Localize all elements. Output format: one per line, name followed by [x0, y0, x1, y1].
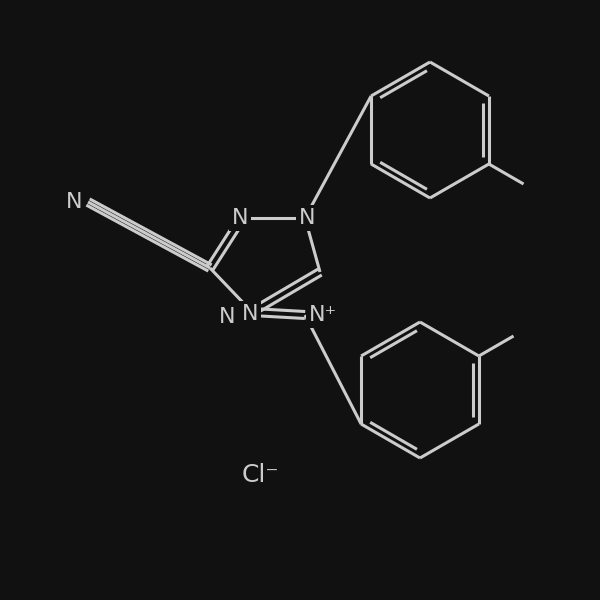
- Text: N: N: [66, 192, 82, 212]
- Text: N: N: [232, 208, 248, 228]
- Text: Cl⁻: Cl⁻: [241, 463, 279, 487]
- Text: N: N: [219, 307, 235, 327]
- Text: N: N: [242, 304, 258, 324]
- Text: N: N: [299, 208, 315, 228]
- Text: N⁺: N⁺: [309, 305, 337, 325]
